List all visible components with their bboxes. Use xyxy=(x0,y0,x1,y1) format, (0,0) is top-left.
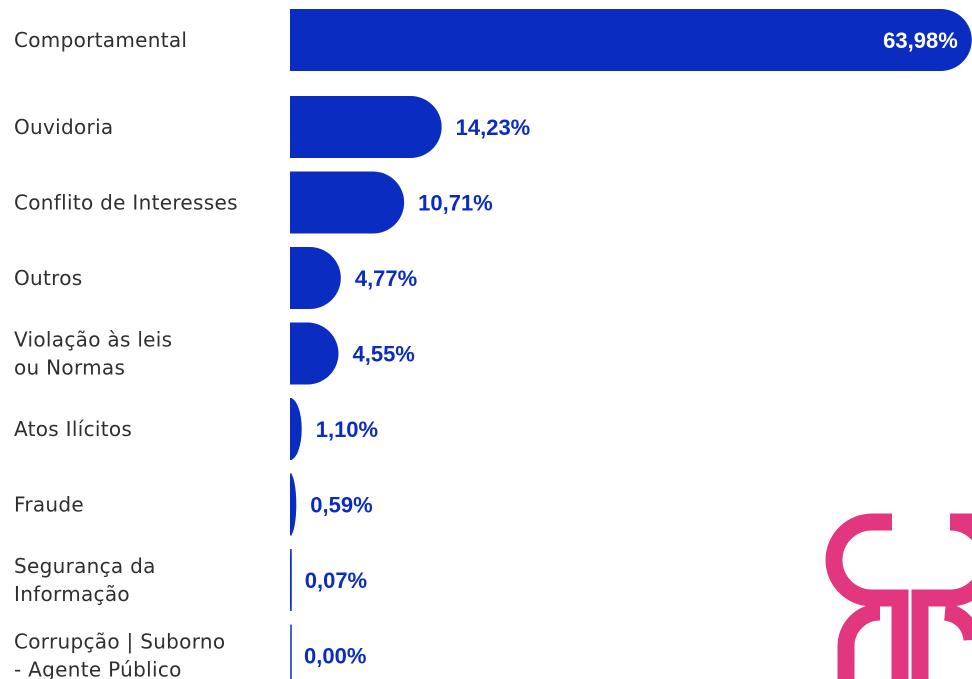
value-label: 4,55% xyxy=(352,342,414,367)
category-label: Segurança da Informação xyxy=(14,554,156,606)
logo-part xyxy=(825,513,909,679)
category-label: Fraude xyxy=(14,493,84,517)
bar xyxy=(290,96,442,158)
value-label: 0,00% xyxy=(304,644,366,669)
value-label: 0,59% xyxy=(310,493,372,518)
category-label: Outros xyxy=(14,266,83,290)
value-label: 63,98% xyxy=(883,28,958,53)
bar xyxy=(290,322,339,385)
bar xyxy=(290,473,297,536)
logo-part xyxy=(837,603,881,679)
category-label: Corrupção | Suborno - Agente Público xyxy=(14,630,225,679)
category-label: Violação às leis ou Normas xyxy=(14,328,172,380)
category-label: Atos Ilícitos xyxy=(14,417,132,441)
value-label: 10,71% xyxy=(418,191,493,216)
value-label: 1,10% xyxy=(316,417,378,442)
bar xyxy=(290,398,302,460)
bar xyxy=(290,549,291,611)
bar xyxy=(290,247,341,309)
category-label: Ouvidoria xyxy=(14,115,113,139)
logo xyxy=(825,513,972,679)
value-label: 14,23% xyxy=(456,115,531,140)
logo-part xyxy=(911,513,972,679)
bar xyxy=(290,9,972,71)
logo-part xyxy=(943,603,972,642)
value-label: 4,77% xyxy=(355,266,417,291)
value-label: 0,07% xyxy=(305,568,367,593)
bar xyxy=(290,171,405,234)
category-label: Conflito de Interesses xyxy=(14,191,238,215)
category-label: Comportamental xyxy=(14,28,187,52)
